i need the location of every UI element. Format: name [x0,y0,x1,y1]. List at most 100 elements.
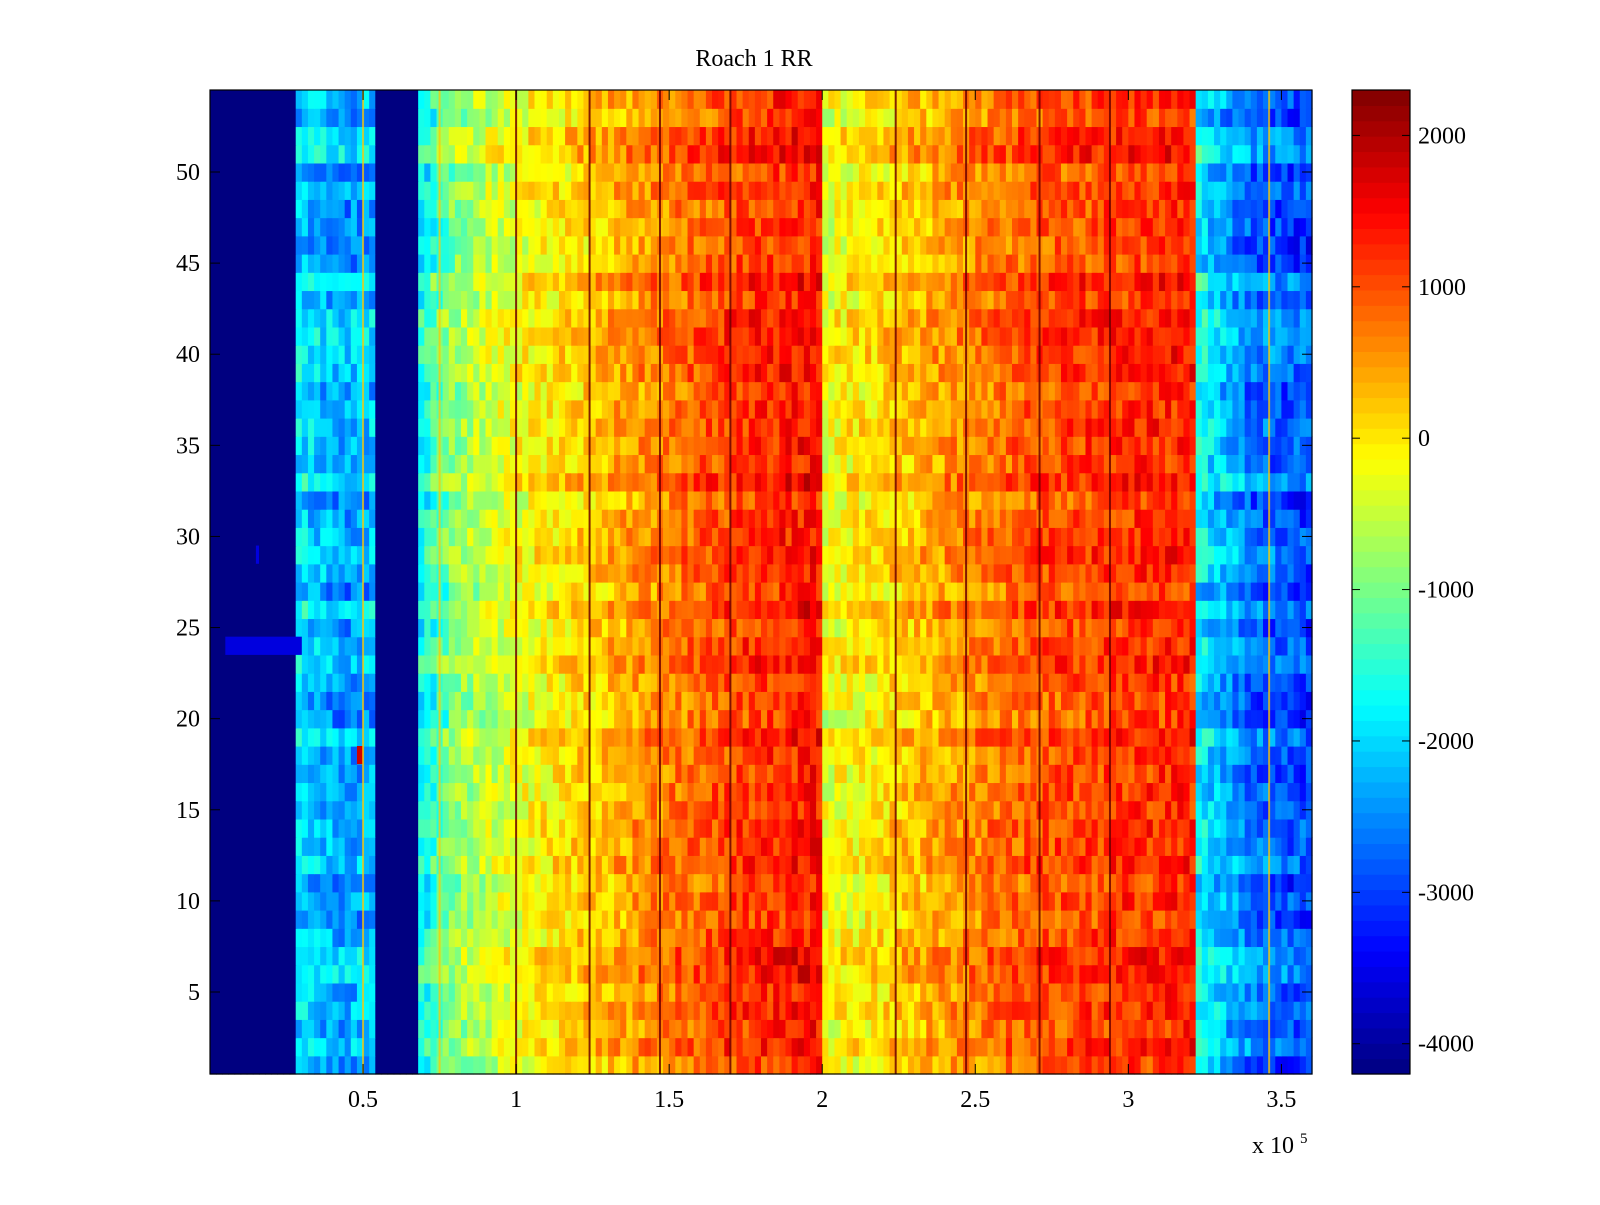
heatmap-cell [381,1037,389,1057]
heatmap-cell [252,946,260,966]
heatmap-cell [816,563,823,583]
heatmap-cell [1256,636,1264,656]
heatmap-cell [889,964,897,984]
heatmap-cell [448,636,456,656]
heatmap-cell [1171,1055,1178,1075]
heatmap-cell [240,982,248,1002]
heatmap-cell [1054,709,1062,729]
heatmap-cell [1171,873,1178,893]
heatmap-cell [914,1019,921,1039]
heatmap-cell [558,1001,566,1020]
heatmap-cell [883,691,891,711]
heatmap-cell [675,1001,683,1020]
heatmap-cell [987,837,995,856]
heatmap-cell [632,855,640,875]
heatmap-cell [1250,891,1258,911]
heatmap-cell [736,691,744,711]
heatmap-cell [1207,673,1215,692]
heatmap-cell [565,709,572,729]
heatmap-cell [301,837,309,856]
heatmap-cell [1226,709,1234,729]
heatmap-cell [754,764,762,784]
heatmap-cell [387,855,395,875]
heatmap-cell [1048,910,1056,929]
heatmap-cell [369,910,376,929]
heatmap-cell [742,964,750,984]
heatmap-cell [705,928,713,948]
heatmap-cell [1060,855,1068,875]
heatmap-cell [914,982,921,1002]
heatmap-cell [246,782,254,802]
heatmap-cell [1091,618,1099,638]
heatmap-cell [430,582,438,601]
heatmap-cell [252,1037,260,1057]
heatmap-cell [773,1055,780,1075]
heatmap-cell [840,818,848,838]
heatmap-cell [1232,910,1240,929]
heatmap-cell [1226,600,1234,620]
heatmap-cell [265,837,272,856]
heatmap-cell [516,964,523,984]
heatmap-cell [1287,673,1295,692]
heatmap-cell [907,654,915,674]
heatmap-cell [1054,873,1062,893]
heatmap-cell [222,563,229,583]
heatmap-cell [485,928,493,948]
heatmap-cell [301,1037,309,1057]
heatmap-cell [265,727,272,747]
heatmap-cell [332,563,340,583]
heatmap-cell [589,563,597,583]
heatmap-cell [932,782,940,802]
heatmap-cell [999,654,1007,674]
heatmap-cell [1012,800,1019,820]
heatmap-cell [730,600,738,620]
heatmap-cell [1189,727,1197,747]
heatmap-cell [412,582,419,601]
heatmap-cell [332,1055,340,1075]
heatmap-cell [1158,946,1166,966]
heatmap-cell [620,727,627,747]
heatmap-cell [626,1019,634,1039]
heatmap-cell [840,1037,848,1057]
heatmap-cell [1054,746,1062,765]
heatmap-cell [1097,1037,1105,1057]
heatmap-cell [1067,818,1074,838]
heatmap-cell [222,818,229,838]
heatmap-cell [846,928,854,948]
heatmap-cell [222,837,229,856]
heatmap-cell [614,928,621,948]
heatmap-cell [258,982,266,1002]
heatmap-cell [583,855,591,875]
heatmap-cell [356,1055,364,1075]
heatmap-cell [1183,946,1191,966]
heatmap-cell [301,636,309,656]
heatmap-cell [620,654,627,674]
heatmap-cell [712,891,719,911]
heatmap-cell [797,618,805,638]
heatmap-cell [956,928,964,948]
heatmap-cell [1030,709,1038,729]
heatmap-cell [828,1037,836,1057]
heatmap-cell [785,618,793,638]
heatmap-cell [301,910,309,929]
heatmap-cell [773,618,780,638]
heatmap-cell [822,1001,829,1020]
heatmap-cell [754,673,762,692]
heatmap-cell [405,837,413,856]
heatmap-cell [258,1019,266,1039]
heatmap-cell [675,873,683,893]
heatmap-cell [852,946,860,966]
heatmap-cell [846,818,854,838]
heatmap-cell [461,654,468,674]
heatmap-cell [724,709,731,729]
heatmap-cell [516,727,523,747]
heatmap-cell [412,964,419,984]
heatmap-cell [356,1019,364,1039]
heatmap-cell [534,727,542,747]
heatmap-cell [1060,1001,1068,1020]
heatmap-cell [491,654,499,674]
heatmap-cell [1012,1001,1019,1020]
heatmap-cell [363,1019,370,1039]
heatmap-cell [301,873,309,893]
